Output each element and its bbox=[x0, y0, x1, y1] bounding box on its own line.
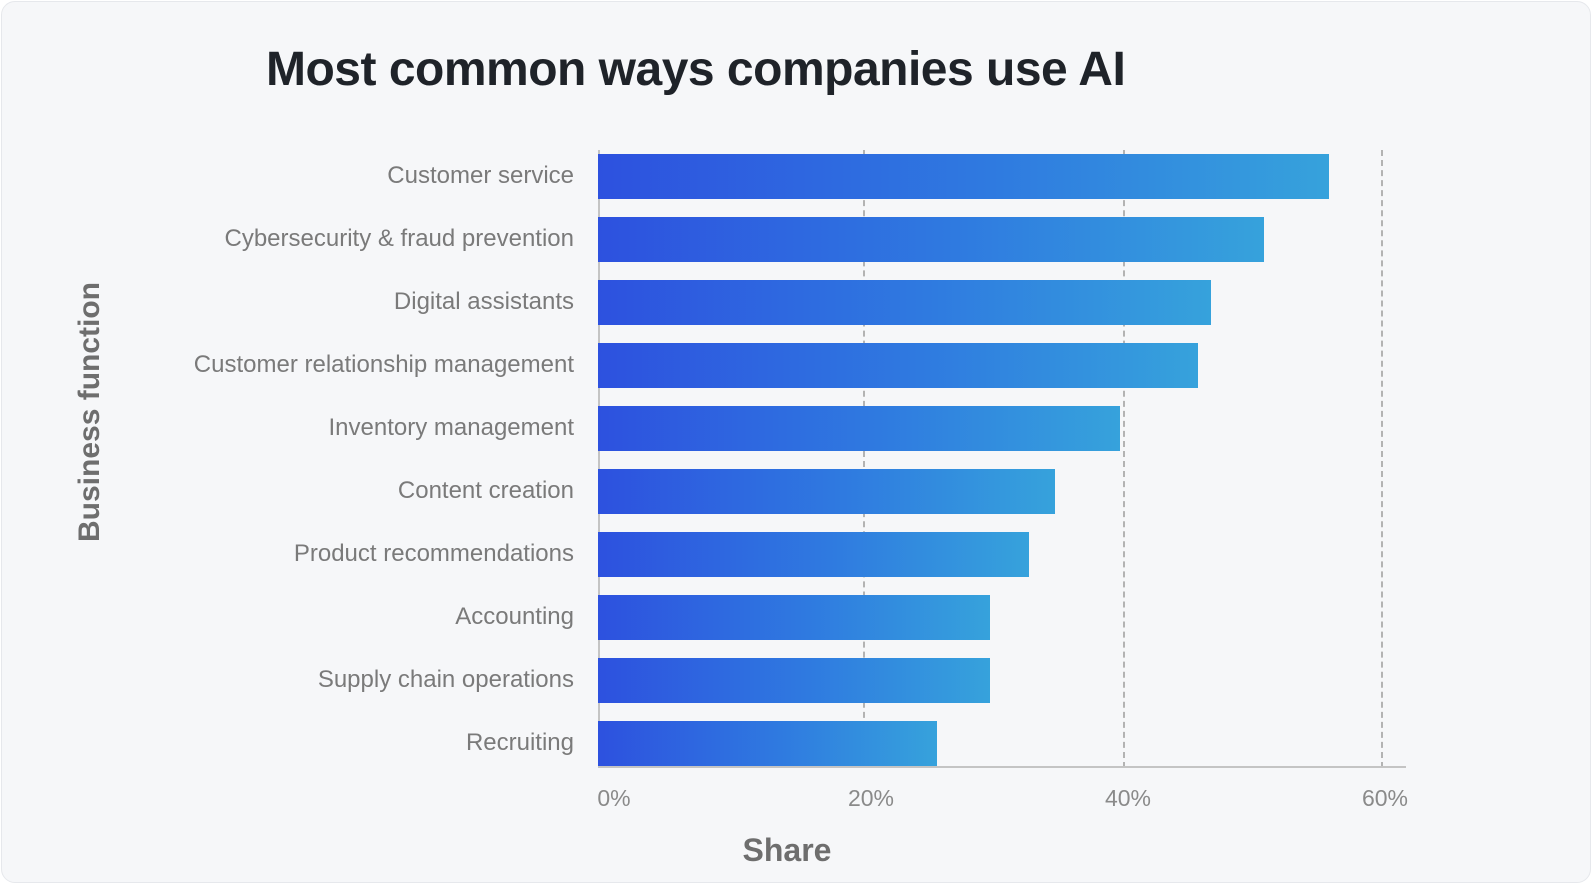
category-label: Cybersecurity & fraud prevention bbox=[224, 225, 575, 252]
category-label: Customer relationship management bbox=[193, 351, 574, 378]
gridline-40 bbox=[1123, 150, 1125, 768]
category-label: Accounting bbox=[455, 603, 574, 630]
category-label: Product recommendations bbox=[293, 540, 574, 567]
x-tick-label: 0% bbox=[597, 785, 631, 811]
gridline-60 bbox=[1381, 150, 1383, 768]
plot-area bbox=[598, 150, 1406, 768]
x-tick-label: 40% bbox=[1104, 785, 1152, 811]
bar bbox=[598, 217, 1264, 262]
x-axis-label: Share bbox=[742, 832, 832, 868]
bar bbox=[598, 154, 1329, 199]
bar bbox=[598, 343, 1199, 388]
chart-title: Most common ways companies use AI bbox=[266, 43, 1126, 96]
y-axis-label: Business function bbox=[73, 281, 106, 543]
x-tick-label: 60% bbox=[1361, 785, 1409, 811]
bar bbox=[598, 658, 990, 703]
category-label: Inventory management bbox=[328, 414, 574, 441]
gridline-20 bbox=[863, 150, 865, 768]
category-label: Content creation bbox=[397, 477, 574, 504]
x-tick-label: 20% bbox=[847, 785, 895, 811]
bar bbox=[598, 469, 1055, 514]
bar bbox=[598, 721, 938, 766]
bar bbox=[598, 595, 990, 640]
y-axis-line bbox=[598, 150, 600, 768]
category-label: Recruiting bbox=[465, 729, 574, 756]
bar bbox=[598, 280, 1212, 325]
x-axis-line bbox=[598, 766, 1406, 768]
bar bbox=[598, 406, 1120, 451]
category-label: Digital assistants bbox=[393, 288, 574, 315]
category-label: Supply chain operations bbox=[317, 666, 574, 693]
category-label: Customer service bbox=[387, 162, 574, 189]
bar bbox=[598, 532, 1029, 577]
